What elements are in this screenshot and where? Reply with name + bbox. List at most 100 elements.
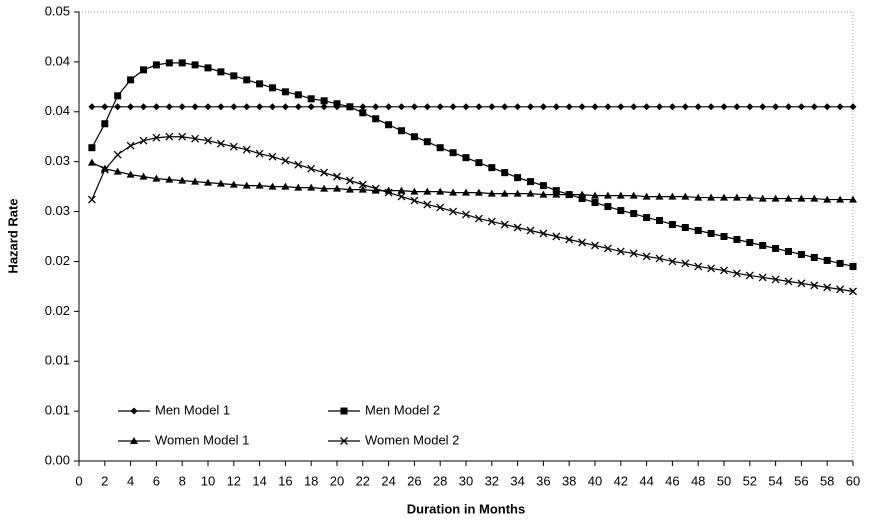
x-tick-label: 56 (794, 473, 808, 488)
marker (642, 252, 651, 261)
x-tick-label: 30 (459, 473, 473, 488)
marker (269, 103, 276, 111)
marker (385, 103, 393, 111)
marker (410, 103, 418, 111)
marker (655, 192, 664, 200)
marker (216, 139, 225, 148)
marker (823, 195, 832, 203)
marker (759, 103, 767, 111)
y-tick-label: 0.04 (45, 103, 70, 118)
marker (152, 61, 160, 69)
marker (591, 199, 599, 207)
marker (720, 193, 728, 201)
x-tick-label: 24 (381, 473, 395, 488)
marker (178, 103, 186, 111)
marker (642, 192, 651, 200)
marker (178, 132, 187, 141)
marker (604, 203, 612, 211)
marker (139, 172, 148, 180)
marker (616, 191, 625, 199)
y-tick-label: 0.00 (45, 452, 70, 467)
marker (307, 103, 315, 111)
marker (100, 164, 109, 172)
marker (359, 109, 367, 117)
marker (423, 138, 431, 146)
marker (475, 159, 483, 167)
marker (604, 103, 612, 111)
marker (772, 244, 780, 252)
marker (333, 184, 341, 192)
marker (269, 84, 276, 92)
marker (643, 214, 651, 222)
marker (707, 193, 716, 201)
marker (294, 91, 302, 99)
marker (242, 145, 251, 154)
marker (152, 133, 161, 142)
marker (436, 203, 445, 212)
marker (668, 221, 676, 229)
marker (849, 262, 857, 270)
marker (139, 136, 148, 145)
x-axis-label: Duration in Months (407, 501, 525, 516)
marker (423, 200, 432, 209)
marker (784, 277, 793, 286)
marker (552, 103, 560, 111)
marker (823, 103, 831, 111)
x-tick-label: 16 (278, 473, 292, 488)
marker (810, 103, 818, 111)
marker (836, 195, 845, 203)
marker (539, 190, 548, 198)
marker (358, 180, 367, 189)
marker (707, 230, 715, 238)
series-line (91, 162, 853, 201)
marker (345, 185, 354, 193)
marker (340, 407, 348, 415)
x-tick-label: 8 (179, 473, 186, 488)
marker (216, 179, 225, 187)
marker (204, 178, 212, 186)
marker (397, 192, 406, 201)
marker (165, 132, 174, 141)
x-tick-label: 6 (153, 473, 160, 488)
marker (101, 103, 109, 111)
marker (372, 115, 380, 123)
marker (616, 247, 625, 256)
marker (578, 190, 587, 198)
marker (668, 103, 676, 111)
marker (578, 103, 586, 111)
marker (268, 182, 277, 190)
marker (449, 188, 458, 196)
marker (333, 172, 341, 181)
marker (656, 217, 663, 225)
marker (462, 188, 470, 196)
marker (398, 127, 405, 135)
marker (603, 191, 612, 199)
marker (746, 238, 754, 246)
marker (501, 103, 509, 111)
marker (732, 193, 741, 201)
marker (340, 437, 348, 445)
marker (152, 103, 160, 111)
marker (836, 103, 844, 111)
marker (126, 141, 135, 150)
marker (152, 174, 161, 182)
x-tick-label: 22 (356, 473, 370, 488)
marker (307, 164, 316, 173)
marker (114, 103, 122, 111)
marker (242, 181, 251, 189)
marker (732, 269, 741, 278)
x-tick-label: 54 (768, 473, 782, 488)
marker (759, 241, 767, 249)
marker (771, 194, 780, 202)
x-tick-label: 48 (691, 473, 705, 488)
marker (694, 193, 703, 201)
marker (281, 103, 289, 111)
marker (449, 103, 457, 111)
marker (527, 103, 534, 111)
marker (230, 103, 238, 111)
marker (255, 181, 264, 189)
marker (127, 76, 135, 84)
marker (526, 189, 535, 197)
marker (268, 152, 277, 161)
marker (320, 103, 328, 111)
